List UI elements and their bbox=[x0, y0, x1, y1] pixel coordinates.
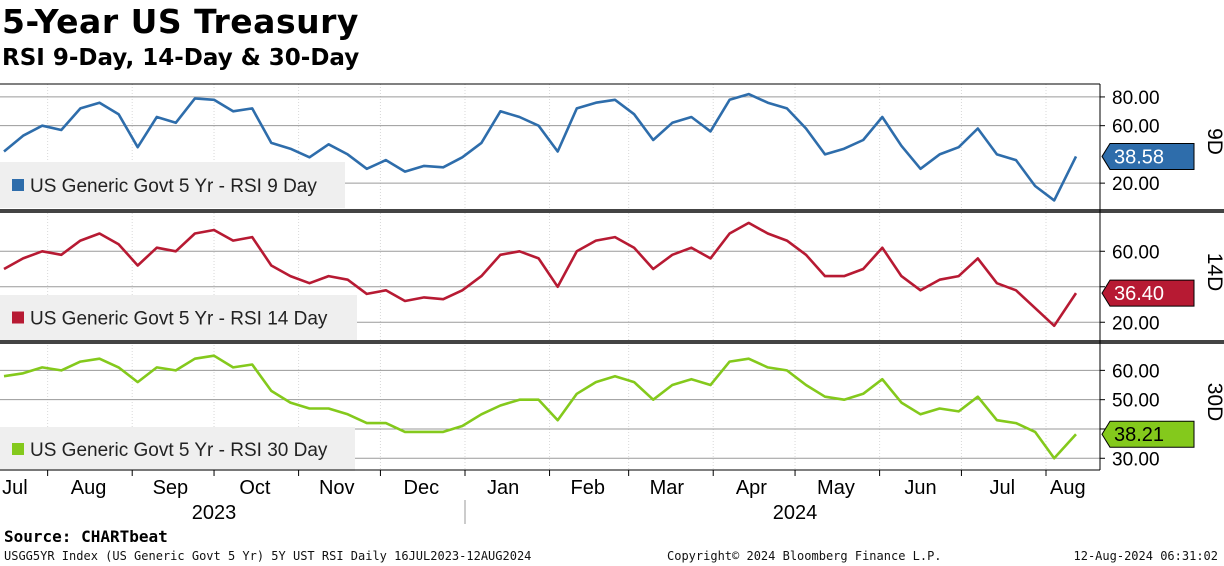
year-label: 2024 bbox=[773, 502, 818, 524]
x-tick-label: Nov bbox=[319, 477, 355, 499]
x-tick-label: Feb bbox=[571, 477, 605, 499]
panel-tag: 30D bbox=[1203, 383, 1224, 422]
last-value-label: 38.58 bbox=[1114, 146, 1164, 168]
copyright: Copyright© 2024 Bloomberg Finance L.P. bbox=[667, 549, 942, 563]
panel-separator bbox=[0, 340, 1224, 344]
rsi-chart: 80.00 60.00 20.00 US Generic Govt 5 Yr - RS… bbox=[0, 83, 1224, 524]
x-tick-label: Jul bbox=[990, 477, 1016, 499]
legend-label: US Generic Govt 5 Yr - RSI 30 Day bbox=[30, 440, 328, 461]
x-tick-label: Mar bbox=[650, 477, 685, 499]
timestamp: 12-Aug-2024 06:31:02 bbox=[1073, 549, 1219, 563]
y-tick-label: 80.00 bbox=[1112, 88, 1160, 109]
chart-axes: Jul Aug Sep Oct Nov Dec Jan Feb Mar Apr May Jun Jul A… bbox=[0, 83, 1224, 524]
chart-title: 5-Year US Treasury bbox=[2, 2, 359, 41]
chart-grid bbox=[47, 84, 1047, 470]
panel-tag: 9D bbox=[1203, 128, 1224, 155]
x-tick-label: Dec bbox=[404, 477, 440, 499]
legend-box bbox=[0, 295, 357, 340]
index-info: USGG5YR Index (US Generic Govt 5 Yr) 5Y … bbox=[4, 549, 532, 563]
x-tick-label: Apr bbox=[736, 477, 767, 499]
series-line-30d bbox=[3, 354, 1077, 460]
legend-swatch bbox=[12, 443, 24, 455]
x-tick-label: May bbox=[817, 477, 855, 499]
last-value-tag: 38.21 bbox=[1101, 420, 1195, 448]
chart-panels: 80.00 60.00 20.00 US Generic Govt 5 Yr - RS… bbox=[0, 88, 1224, 471]
x-tick-label: Oct bbox=[239, 477, 271, 499]
last-value-label: 36.40 bbox=[1114, 283, 1164, 305]
x-tick-label: Jan bbox=[487, 477, 519, 499]
chart-subtitle: RSI 9-Day, 14-Day & 30-Day bbox=[2, 45, 360, 71]
y-tick-label: 50.00 bbox=[1112, 391, 1160, 412]
legend-swatch bbox=[12, 311, 24, 324]
last-value-tag: 38.58 bbox=[1101, 142, 1195, 170]
y-tick-label: 20.00 bbox=[1112, 174, 1160, 195]
panel-separator bbox=[0, 209, 1224, 213]
x-tick-label: Aug bbox=[71, 477, 107, 499]
y-tick-label: 60.00 bbox=[1112, 117, 1160, 138]
panel-tag: 14D bbox=[1203, 253, 1224, 292]
y-tick-label: 60.00 bbox=[1112, 361, 1160, 382]
legend-label: US Generic Govt 5 Yr - RSI 14 Day bbox=[30, 309, 328, 330]
x-tick-label: Aug bbox=[1050, 477, 1086, 499]
x-tick-label: Jul bbox=[2, 477, 28, 499]
x-tick-label: Sep bbox=[153, 477, 189, 499]
legend-box bbox=[0, 427, 355, 471]
legend-swatch bbox=[12, 179, 24, 191]
series-line-9d bbox=[3, 92, 1078, 202]
y-tick-label: 60.00 bbox=[1112, 242, 1160, 263]
x-tick-label: Jun bbox=[904, 477, 936, 499]
legend-label: US Generic Govt 5 Yr - RSI 9 Day bbox=[30, 176, 317, 197]
source-label: Source: CHARTbeat bbox=[4, 527, 168, 546]
year-label: 2023 bbox=[192, 502, 237, 524]
y-tick-label: 20.00 bbox=[1112, 313, 1160, 334]
series-line-14d bbox=[3, 221, 1078, 328]
last-value-tag: 36.40 bbox=[1101, 279, 1195, 307]
last-value-label: 38.21 bbox=[1114, 424, 1164, 446]
legend-box bbox=[0, 162, 345, 208]
y-tick-label: 30.00 bbox=[1112, 449, 1160, 470]
panel-9d: 80.00 60.00 20.00 US Generic Govt 5 Yr - RS… bbox=[0, 88, 1224, 208]
